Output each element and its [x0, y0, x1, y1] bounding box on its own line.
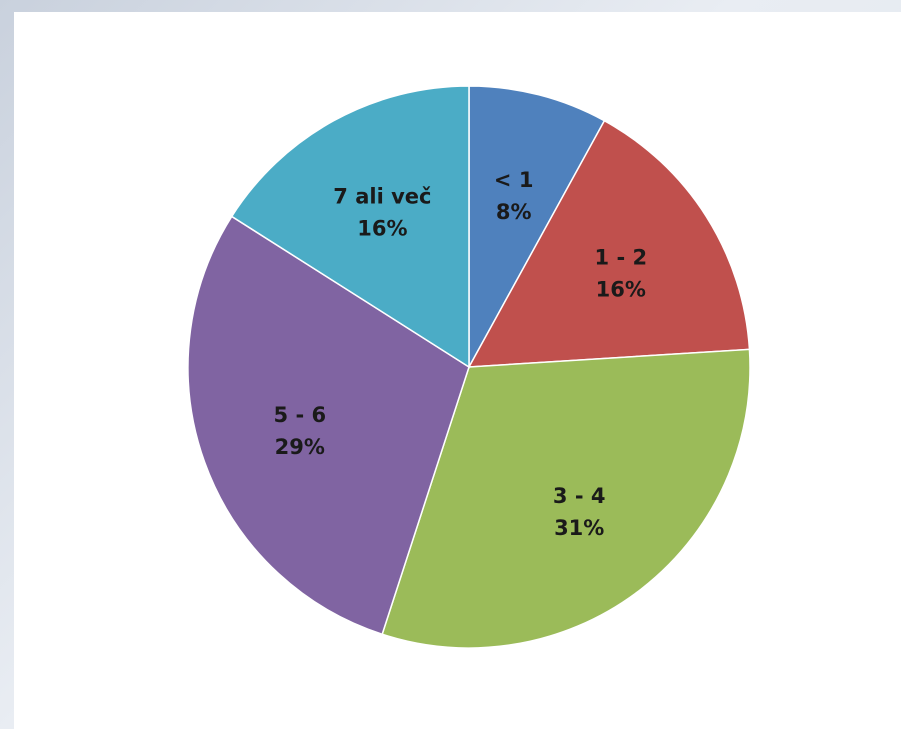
pie-slice-2 — [381, 348, 751, 649]
pie-slice-percent-3: 29% — [275, 435, 325, 459]
pie-slice-label-3: 5 - 6 29% — [274, 403, 327, 459]
pie-slice-percent-4: 16% — [357, 216, 407, 240]
pie-slice-label-1: 1 - 2 16% — [595, 246, 648, 302]
pie-slice-category-2: 3 - 4 — [553, 484, 606, 508]
pie-slice-category-4: 7 ali več — [333, 184, 431, 208]
pie-slice-percent-1: 16% — [596, 278, 646, 302]
pie-slice-label-2: 3 - 4 31% — [553, 484, 606, 540]
pie-slice-category-1: 1 - 2 — [595, 246, 648, 270]
pie-slice-0 — [468, 85, 606, 368]
pie-slice-3 — [187, 215, 470, 636]
pie-slice-4 — [230, 85, 470, 369]
pie-slice-label-4: 7 ali več 16% — [333, 184, 431, 240]
pie-slice-percent-2: 31% — [554, 516, 604, 540]
pie-slice-category-0: < 1 — [494, 168, 534, 192]
pie-slices — [187, 85, 751, 649]
pie-slice-label-0: < 1 8% — [494, 168, 534, 224]
pie-slice-category-3: 5 - 6 — [274, 403, 327, 427]
pie-slice-1 — [467, 119, 751, 368]
pie-slice-percent-0: 8% — [496, 200, 532, 224]
pie-labels: < 1 8%1 - 2 16%3 - 4 31%5 - 6 29%7 ali več 16… — [274, 168, 648, 540]
